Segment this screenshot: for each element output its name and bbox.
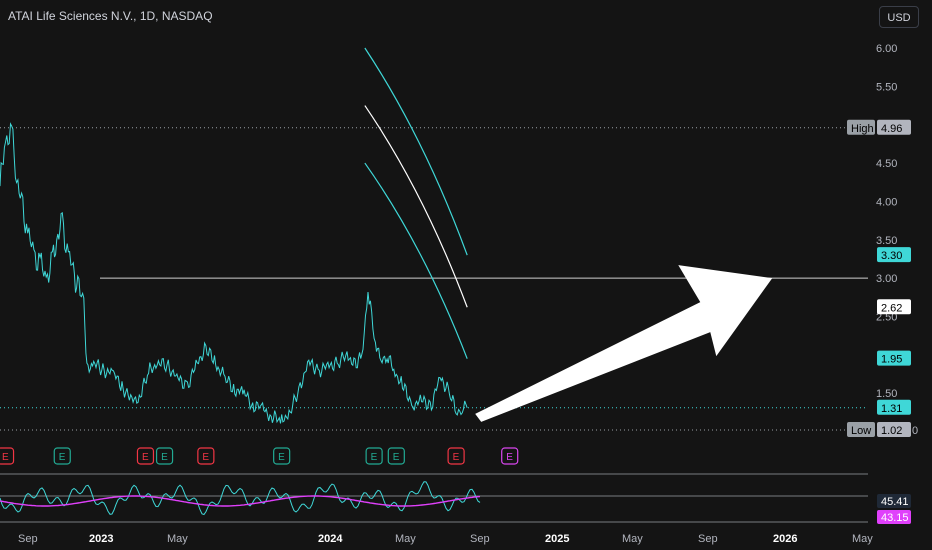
earnings-marker-label: E bbox=[202, 452, 209, 463]
earnings-marker-label: E bbox=[371, 452, 378, 463]
price-label-value: 4.96 bbox=[881, 123, 902, 135]
earnings-marker-label: E bbox=[506, 452, 513, 463]
price-label-name: Low bbox=[851, 425, 871, 437]
earnings-marker-label: E bbox=[59, 452, 66, 463]
y-tick-label: 2.50 bbox=[876, 311, 897, 323]
earnings-marker-label: E bbox=[278, 452, 285, 463]
y-tick-label: 6.00 bbox=[876, 43, 897, 55]
price-label-value: 1.02 bbox=[881, 425, 902, 437]
earnings-marker-icon bbox=[197, 447, 215, 465]
channel-upper-line bbox=[364, 47, 468, 256]
earnings-marker-label: E bbox=[161, 452, 168, 463]
earnings-marker-label: E bbox=[2, 452, 9, 463]
x-tick-label: May bbox=[167, 533, 188, 545]
x-tick-label: 2025 bbox=[545, 533, 569, 545]
y-tick-label: 4.00 bbox=[876, 196, 897, 208]
y-tick-label: 3.50 bbox=[876, 235, 897, 247]
price-label-value: 1.31 bbox=[881, 403, 902, 415]
earnings-marker-label: E bbox=[393, 452, 400, 463]
x-tick-label: Sep bbox=[470, 533, 490, 545]
earnings-marker-icon bbox=[273, 447, 291, 465]
earnings-marker-icon bbox=[365, 447, 383, 465]
price-label-bg bbox=[877, 350, 911, 366]
currency-button[interactable]: USD bbox=[879, 6, 919, 28]
price-label-bg bbox=[877, 422, 911, 437]
rsi-value-bg bbox=[877, 494, 911, 508]
x-tick-label: May bbox=[622, 533, 643, 545]
y-tick-label: 5.50 bbox=[876, 81, 897, 93]
channel-lower-line bbox=[364, 162, 468, 359]
earnings-marker-icon bbox=[0, 447, 15, 465]
earnings-marker-icon bbox=[136, 447, 155, 465]
price-label-name-bg bbox=[847, 422, 875, 437]
price-label-value: 2.62 bbox=[881, 302, 902, 314]
channel-middle-line bbox=[364, 105, 468, 308]
price-label-value: 3.30 bbox=[881, 250, 902, 262]
price-label-bg bbox=[877, 247, 911, 263]
projection-arrow bbox=[475, 265, 773, 422]
price-label-name-bg bbox=[847, 119, 875, 135]
earnings-marker-icon bbox=[155, 447, 174, 465]
earnings-marker-icon bbox=[53, 447, 71, 465]
x-tick-label: 2026 bbox=[773, 533, 797, 545]
x-tick-label: May bbox=[395, 533, 416, 545]
earnings-marker-label: E bbox=[142, 452, 149, 463]
y-tick-label: 1.50 bbox=[876, 388, 897, 400]
rsi-line bbox=[0, 481, 481, 516]
earnings-marker-label: E bbox=[453, 452, 460, 463]
price-label-bg bbox=[877, 119, 911, 135]
earnings-marker-icon bbox=[501, 447, 519, 465]
price-label-bg bbox=[877, 299, 911, 315]
chart-title: ATAI Life Sciences N.V., 1D, NASDAQ bbox=[8, 9, 213, 23]
price-line bbox=[0, 122, 468, 424]
earnings-marker-icon bbox=[447, 447, 465, 465]
price-label-name: High bbox=[851, 123, 874, 135]
y-tick-label: 4.50 bbox=[876, 158, 897, 170]
x-tick-label: Sep bbox=[698, 533, 718, 545]
rsi-value-label: 45.41 bbox=[881, 496, 909, 508]
y-tick-label: 0 bbox=[912, 425, 918, 437]
x-tick-label: 2024 bbox=[318, 533, 343, 545]
x-tick-label: Sep bbox=[18, 533, 38, 545]
price-label-bg bbox=[877, 399, 911, 415]
x-tick-label: May bbox=[852, 533, 873, 545]
x-tick-label: 2023 bbox=[89, 533, 113, 545]
y-tick-label: 3.00 bbox=[876, 273, 897, 285]
earnings-marker-icon bbox=[387, 447, 405, 465]
rsi-ma-line bbox=[0, 495, 481, 507]
price-label-value: 1.95 bbox=[881, 354, 902, 366]
rsi-ma-bg bbox=[877, 510, 911, 524]
rsi-ma-label: 43.15 bbox=[881, 512, 909, 524]
